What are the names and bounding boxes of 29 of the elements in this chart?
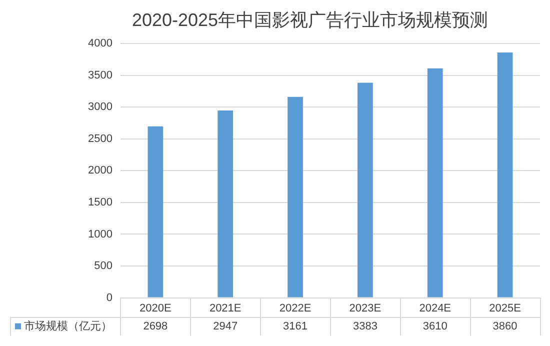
bar xyxy=(218,110,234,298)
bar xyxy=(148,126,164,298)
y-tick-label: 1000 xyxy=(88,228,112,240)
x-tick-label: 2024E xyxy=(419,302,452,314)
bar xyxy=(497,52,513,298)
x-tick-label: 2021E xyxy=(209,302,242,314)
bar xyxy=(358,82,373,298)
x-tick-label: 2020E xyxy=(140,302,172,314)
y-tick-label: 3500 xyxy=(88,69,112,82)
legend-label: 市场规模（亿元） xyxy=(24,319,112,332)
y-tick-label: 2000 xyxy=(88,164,112,177)
data-label: 2698 xyxy=(143,320,168,332)
data-label: 3610 xyxy=(422,320,448,332)
chart-title: 2020-2025年中国影视广告行业市场规模预测 xyxy=(132,10,488,30)
data-label: 3383 xyxy=(352,320,378,332)
x-tick-label: 2025E xyxy=(489,302,521,314)
data-label: 3860 xyxy=(492,320,518,332)
y-tick-label: 1500 xyxy=(88,196,112,209)
y-tick-label: 3000 xyxy=(88,101,112,114)
data-label: 2947 xyxy=(213,320,238,332)
bar xyxy=(288,96,303,298)
y-tick-label: 500 xyxy=(94,260,112,272)
data-label: 3161 xyxy=(283,320,308,332)
y-tick-label: 4000 xyxy=(88,38,112,50)
x-tick-label: 2022E xyxy=(279,302,312,314)
y-tick-label: 2500 xyxy=(88,132,112,145)
x-tick-label: 2023E xyxy=(349,302,382,314)
bar xyxy=(427,68,443,298)
y-tick-label: 0 xyxy=(106,292,112,304)
